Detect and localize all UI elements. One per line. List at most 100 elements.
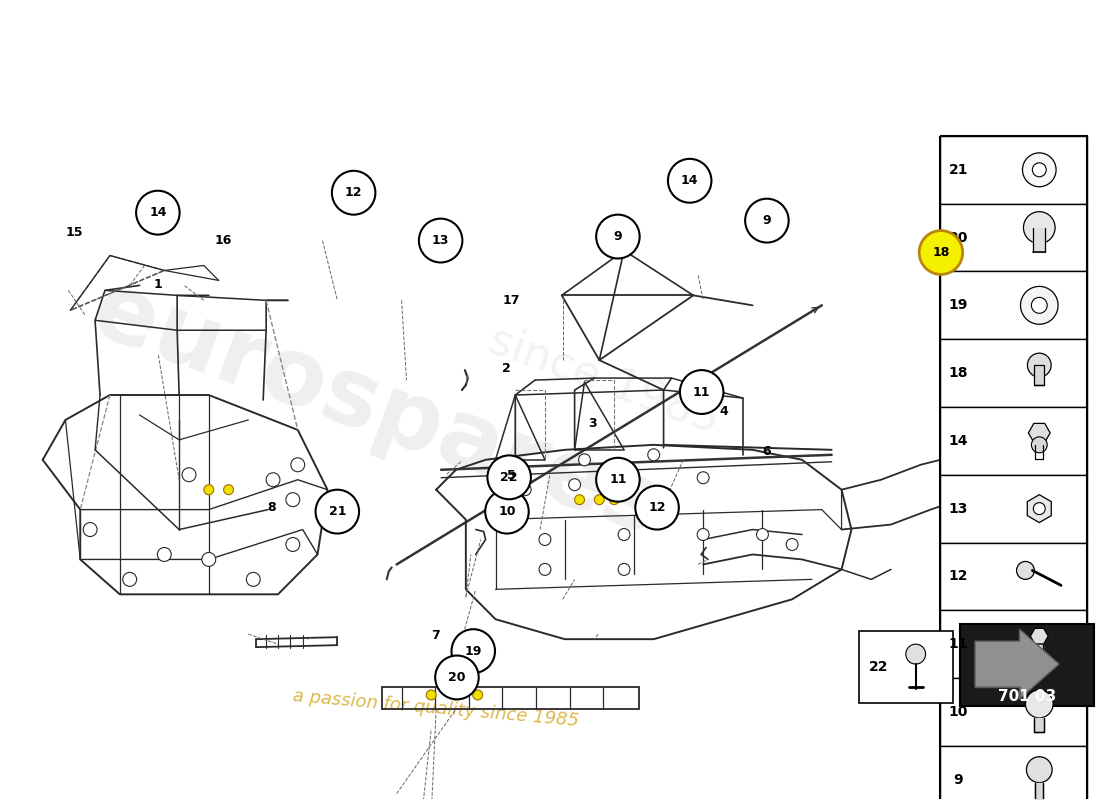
Circle shape (596, 458, 640, 502)
Text: 12: 12 (948, 570, 968, 583)
Text: 1: 1 (154, 278, 162, 291)
Circle shape (596, 214, 640, 258)
Text: eurospares: eurospares (80, 265, 673, 555)
Text: 2: 2 (502, 362, 510, 374)
Circle shape (618, 529, 630, 541)
Circle shape (123, 572, 136, 586)
Circle shape (757, 529, 769, 541)
Text: 14: 14 (681, 174, 698, 187)
Circle shape (648, 449, 660, 461)
Text: 9: 9 (762, 214, 771, 227)
Circle shape (451, 630, 495, 673)
Bar (940, 136, 1087, 800)
Circle shape (451, 690, 461, 700)
Circle shape (1027, 353, 1052, 377)
Text: 9: 9 (614, 230, 623, 243)
Text: 12: 12 (345, 186, 362, 199)
Bar (940, 407, 1087, 474)
Polygon shape (1027, 494, 1052, 522)
Bar (960, 624, 1093, 706)
Circle shape (668, 159, 712, 202)
Circle shape (539, 563, 551, 575)
Bar (940, 542, 1087, 610)
Bar (940, 610, 1087, 678)
Text: 17: 17 (503, 294, 520, 307)
Text: 12: 12 (648, 501, 666, 514)
Circle shape (487, 455, 531, 499)
Text: 22: 22 (869, 660, 889, 674)
Circle shape (1016, 562, 1034, 579)
Text: 14: 14 (150, 206, 166, 219)
Bar (940, 678, 1087, 746)
Circle shape (84, 522, 97, 537)
Circle shape (697, 472, 710, 484)
Text: 11: 11 (693, 386, 711, 398)
Text: 14: 14 (948, 434, 968, 448)
Circle shape (1021, 286, 1058, 324)
Bar (940, 339, 1087, 407)
Text: 11: 11 (609, 474, 627, 486)
Text: 7: 7 (431, 629, 440, 642)
Bar (940, 474, 1087, 542)
Circle shape (1032, 298, 1047, 314)
Circle shape (1033, 163, 1046, 177)
Text: 11: 11 (948, 637, 968, 651)
Circle shape (436, 655, 478, 699)
Circle shape (1033, 502, 1045, 514)
Circle shape (286, 538, 299, 551)
Circle shape (427, 690, 437, 700)
Text: 10: 10 (948, 705, 968, 719)
Bar (940, 271, 1087, 339)
Text: 9: 9 (954, 773, 962, 786)
Text: 3: 3 (588, 418, 597, 430)
Circle shape (202, 553, 216, 566)
Circle shape (485, 490, 529, 534)
Text: 10: 10 (498, 505, 516, 518)
Bar (859, 631, 954, 703)
Circle shape (539, 534, 551, 546)
Polygon shape (1031, 629, 1048, 644)
Circle shape (680, 370, 724, 414)
Circle shape (290, 458, 305, 472)
Circle shape (1026, 757, 1052, 782)
Text: 19: 19 (948, 298, 968, 312)
Text: 21: 21 (948, 163, 968, 177)
Circle shape (636, 486, 679, 530)
Circle shape (157, 547, 172, 562)
Text: 18: 18 (932, 246, 949, 259)
Circle shape (204, 485, 213, 494)
Circle shape (223, 485, 233, 494)
Text: since 1985: since 1985 (483, 318, 726, 442)
Bar (940, 746, 1087, 800)
Circle shape (697, 529, 710, 541)
Circle shape (786, 538, 798, 550)
Text: 15: 15 (65, 226, 82, 239)
Text: 21: 21 (329, 505, 346, 518)
Text: 13: 13 (432, 234, 449, 247)
Circle shape (609, 494, 619, 505)
Text: 8: 8 (267, 501, 276, 514)
Circle shape (286, 493, 299, 506)
Circle shape (1032, 437, 1047, 453)
Circle shape (246, 572, 261, 586)
Circle shape (569, 478, 581, 490)
Circle shape (316, 490, 359, 534)
Circle shape (574, 494, 584, 505)
Text: 18: 18 (948, 366, 968, 380)
Text: 20: 20 (448, 671, 465, 684)
Bar (1034, 365, 1044, 385)
Circle shape (419, 218, 462, 262)
Circle shape (332, 170, 375, 214)
Text: 16: 16 (214, 234, 232, 247)
Text: 22: 22 (500, 471, 518, 484)
Circle shape (519, 484, 531, 496)
Text: 4: 4 (719, 406, 728, 418)
Circle shape (1023, 212, 1055, 243)
Circle shape (1025, 690, 1053, 718)
Circle shape (618, 563, 630, 575)
Circle shape (905, 644, 925, 664)
Circle shape (579, 454, 591, 466)
Circle shape (745, 198, 789, 242)
Circle shape (920, 230, 962, 274)
Polygon shape (1028, 423, 1050, 442)
